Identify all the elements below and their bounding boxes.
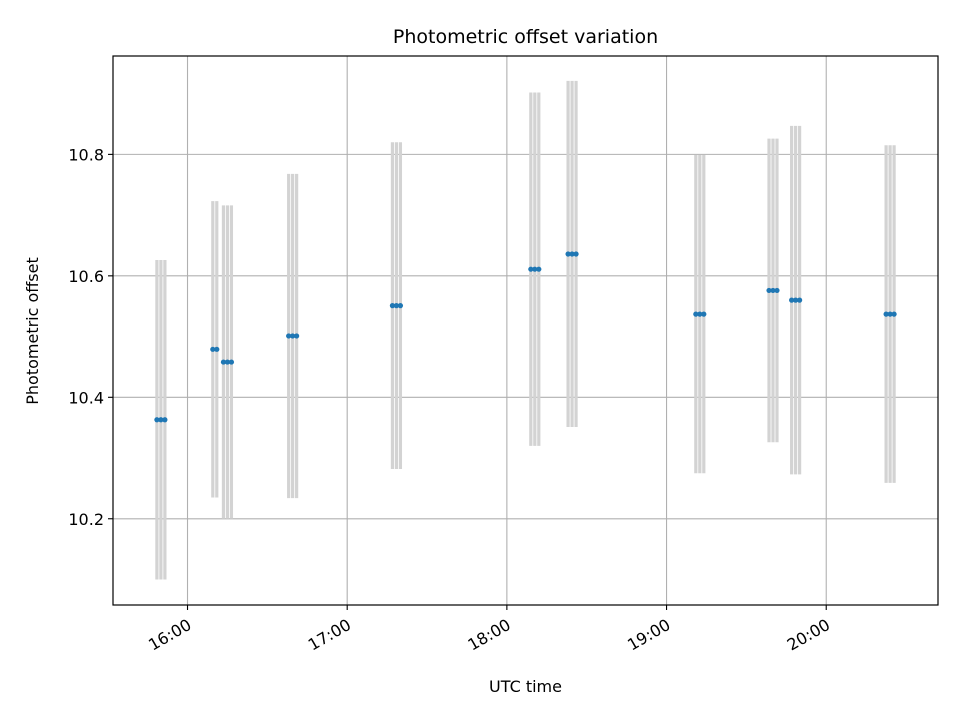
- data-points: [154, 251, 897, 423]
- data-point: [393, 303, 400, 309]
- data-point: [532, 266, 538, 272]
- data-point: [214, 346, 220, 352]
- data-point: [536, 266, 542, 272]
- data-point: [228, 359, 235, 365]
- chart-title: Photometric offset variation: [393, 26, 658, 48]
- data-point: [793, 297, 799, 303]
- data-point: [294, 333, 300, 339]
- data-point: [220, 359, 227, 365]
- data-point: [569, 251, 575, 257]
- y-tick-label: 10.4: [68, 388, 104, 407]
- data-point: [158, 417, 164, 423]
- data-point: [573, 251, 579, 257]
- data-point: [224, 359, 231, 365]
- data-point: [887, 311, 893, 317]
- data-point: [290, 333, 296, 339]
- y-tick-label: 10.8: [68, 145, 104, 164]
- data-point: [891, 311, 897, 317]
- data-point: [210, 346, 216, 352]
- data-point: [770, 287, 776, 294]
- data-point: [766, 287, 772, 294]
- data-point: [789, 297, 795, 303]
- y-axis-label: Photometric offset: [23, 257, 42, 405]
- plot-frame: [112, 55, 939, 606]
- data-point: [154, 417, 160, 423]
- data-point: [774, 287, 780, 294]
- y-tick-label: 10.2: [68, 510, 104, 529]
- data-point: [528, 266, 534, 272]
- data-point: [389, 303, 396, 309]
- data-point: [797, 297, 803, 303]
- data-point: [883, 311, 889, 317]
- data-point: [565, 251, 571, 257]
- data-point: [697, 311, 703, 317]
- data-point: [693, 311, 699, 317]
- data-point: [701, 311, 707, 317]
- data-point: [162, 417, 168, 423]
- y-tick-label: 10.6: [68, 267, 104, 286]
- data-point: [286, 333, 292, 339]
- data-point: [397, 303, 404, 309]
- x-axis-label: UTC time: [489, 677, 562, 696]
